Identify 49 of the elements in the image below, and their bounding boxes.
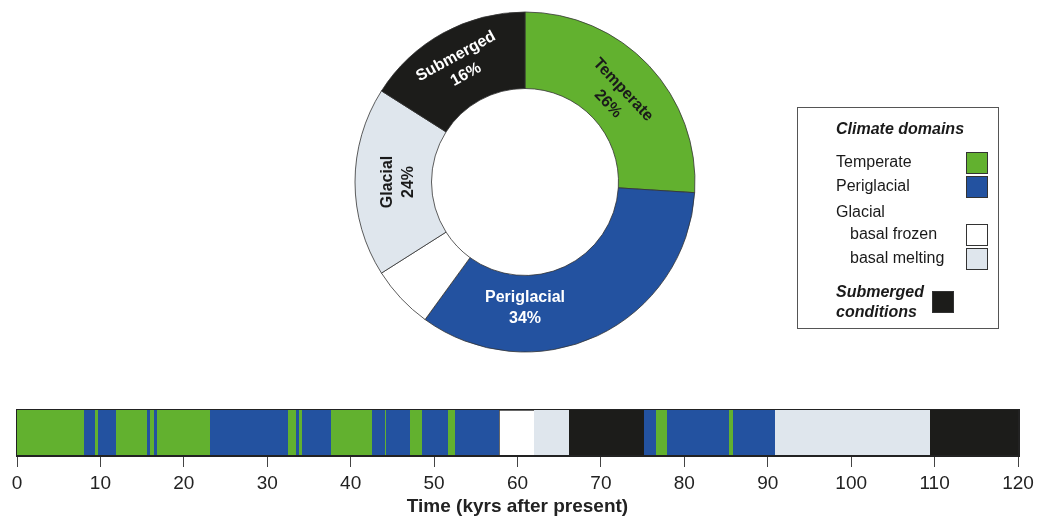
slice-label: Periglacial — [836, 176, 910, 196]
data-label: Periglacial 34% — [484, 288, 566, 327]
bar — [330, 410, 373, 455]
bar — [157, 410, 210, 455]
bar — [149, 410, 154, 455]
x-tick-label: 20 — [173, 472, 195, 494]
x-tick-label: 0 — [11, 472, 23, 494]
x-tick-label: 70 — [590, 472, 612, 494]
x-tick-label: 120 — [1002, 472, 1034, 494]
bar — [295, 410, 299, 455]
data-label: Glacial 24% — [377, 155, 416, 209]
bar — [288, 410, 296, 455]
bar — [153, 410, 158, 455]
legend-label: Submerged conditions — [836, 282, 925, 322]
bar — [454, 410, 500, 455]
bar — [729, 410, 733, 455]
x-tick-label: 30 — [256, 472, 278, 494]
bar — [409, 410, 423, 455]
bar — [644, 410, 656, 455]
x-tick-label: 40 — [340, 472, 362, 494]
x-axis-title: Time (kyrs after present) — [406, 494, 629, 516]
bar — [83, 410, 96, 455]
x-tick-label: 90 — [757, 472, 779, 494]
legend-label: basal frozen — [849, 224, 938, 244]
legend-title: Climate domains — [836, 120, 966, 138]
x-tick-label: 50 — [423, 472, 445, 494]
bar — [534, 410, 570, 455]
bar — [666, 410, 730, 455]
slice-label: Temperate — [836, 152, 912, 172]
bar — [147, 410, 150, 455]
bar — [209, 410, 289, 455]
x-tick-label: 110 — [919, 472, 950, 494]
bar — [97, 410, 117, 455]
x-tick-label: 10 — [89, 472, 111, 494]
bar — [655, 410, 667, 455]
bar — [775, 410, 930, 455]
bar — [732, 410, 776, 455]
x-tick-label: 100 — [835, 472, 868, 494]
x-tick-label: 60 — [506, 472, 529, 494]
bar — [298, 410, 303, 455]
text: Glacial — [836, 203, 885, 221]
bar — [17, 410, 84, 455]
x-tick-label: 80 — [673, 472, 695, 494]
legend-label: basal melting — [849, 248, 945, 268]
bar — [95, 410, 98, 455]
bar — [448, 410, 455, 455]
bar — [302, 410, 331, 455]
bar — [422, 410, 449, 455]
bar — [116, 410, 148, 455]
